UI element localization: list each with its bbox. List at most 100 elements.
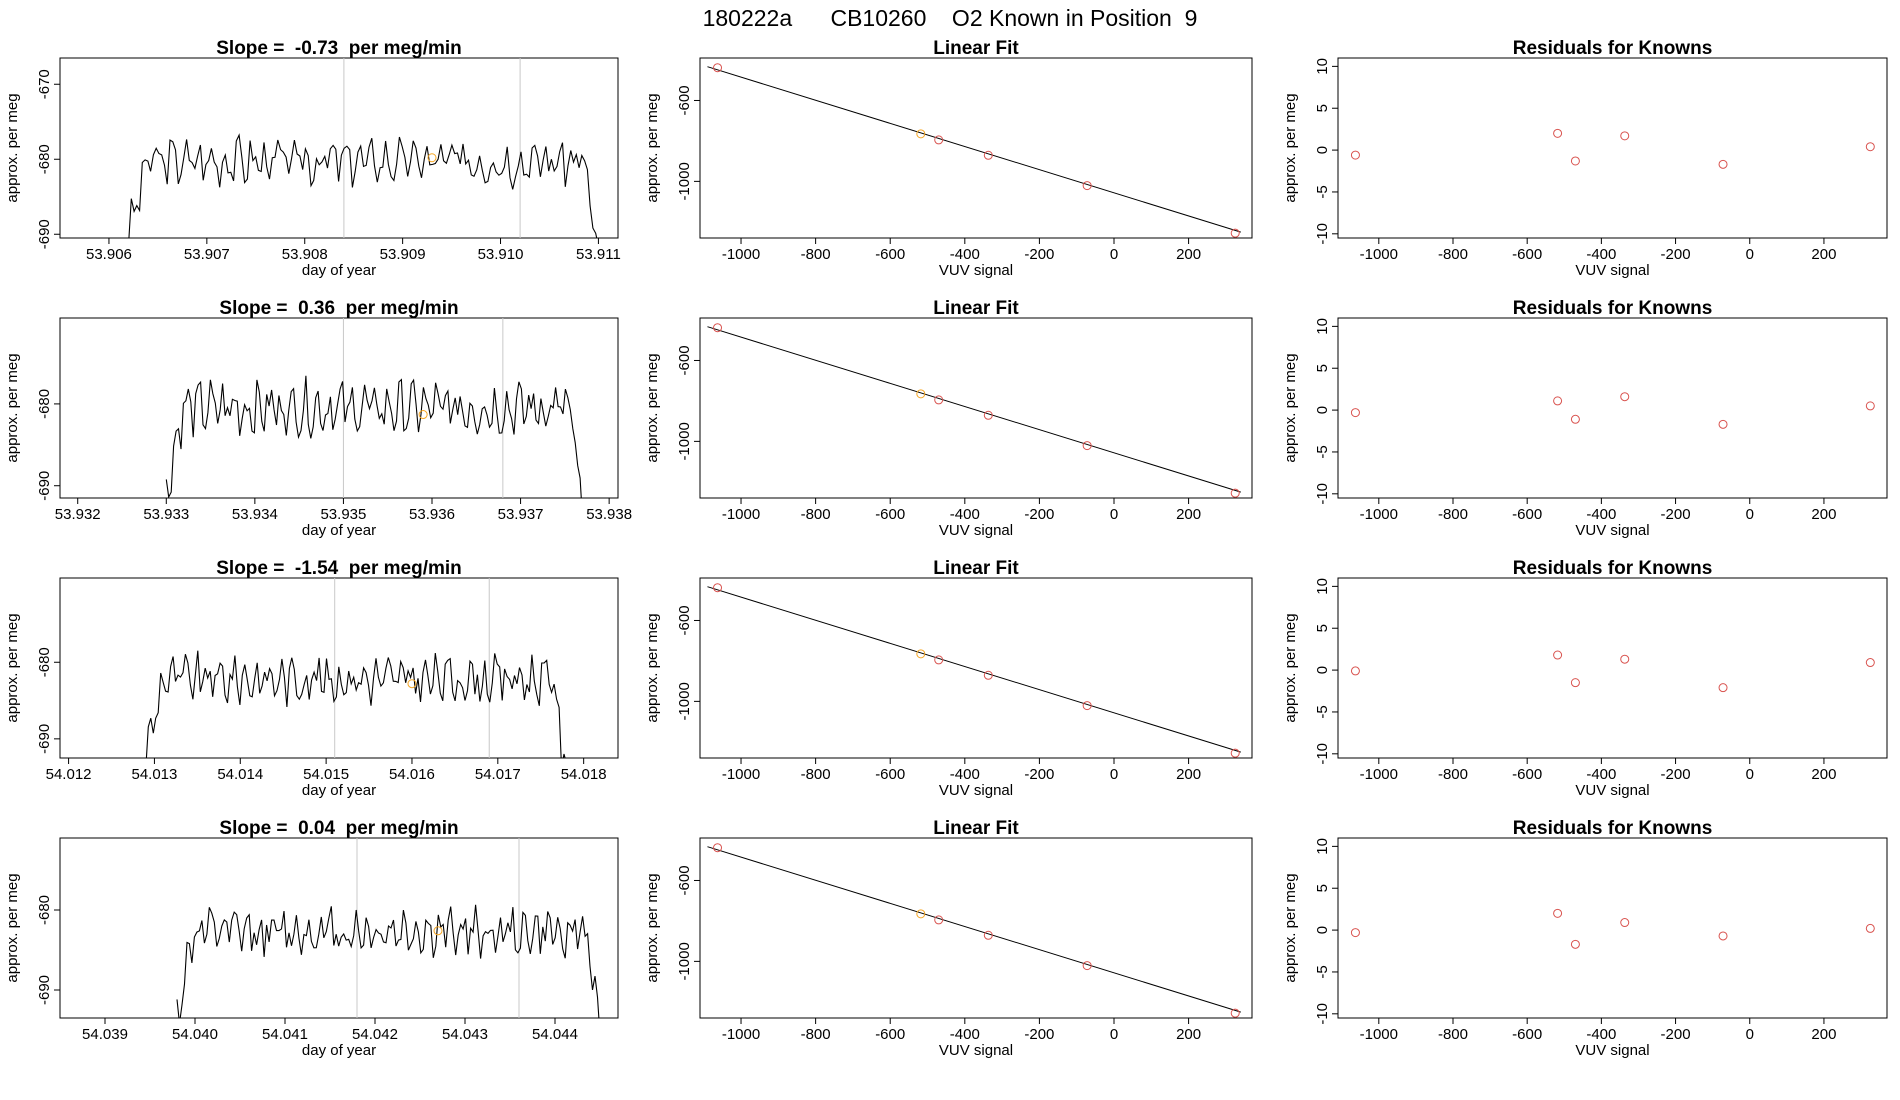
residuals-3-ytick-label: 0	[1314, 666, 1331, 674]
residuals-2-frame	[1337, 317, 1888, 499]
residuals-2-title: Residuals for Knowns	[1513, 298, 1713, 319]
time-series-2-xtick-label: 53.938	[586, 506, 632, 523]
residuals-2-point	[1718, 419, 1728, 429]
linear-fit-1-point	[1082, 181, 1092, 191]
time-series-3-series-line	[145, 650, 566, 758]
linear-fit-1-xtick-label: 200	[1176, 246, 1201, 263]
residuals-3-xtick-label: 0	[1746, 766, 1754, 783]
linear-fit-4-xtick-label: 0	[1110, 1026, 1118, 1043]
linear-fit-2-xlabel: VUV signal	[939, 522, 1013, 539]
linear-fit-3-xtick-label: -600	[875, 766, 905, 783]
linear-fit-3-ytick-label: -1000	[676, 682, 693, 720]
linear-fit-2: Linear Fit -1000 -800 -600 -400 -200 0 200 -600 -…	[644, 298, 1253, 539]
time-series-3: Slope = -1.54 per meg/min 54.012 54.013 54.…	[4, 558, 619, 799]
time-series-2-xtick-label: 53.932	[55, 506, 101, 523]
time-series-2-xtick-label: 53.934	[232, 506, 278, 523]
linear-fit-1-point	[1230, 228, 1240, 238]
time-series-3-ytick-label: -680	[36, 647, 53, 677]
residuals-1-ytick-label: 5	[1314, 104, 1331, 112]
linear-fit-4-frame	[699, 837, 1253, 1019]
residuals-1-ytick-label: 0	[1314, 146, 1331, 154]
linear-fit-2-xtick-label: -800	[801, 506, 831, 523]
time-series-1-xtick-label: 53.908	[282, 246, 328, 263]
time-series-4-xtick-label: 54.044	[532, 1026, 578, 1043]
residuals-3-xtick-label: 200	[1811, 766, 1836, 783]
residuals-1-ylabel: approx. per meg	[1282, 93, 1299, 202]
residuals-4-point	[1553, 908, 1563, 918]
linear-fit-3-point	[983, 670, 993, 680]
linear-fit-3-xtick-label: -800	[801, 766, 831, 783]
linear-fit-3-xlabel: VUV signal	[939, 782, 1013, 799]
time-series-4-xtick-label: 54.040	[172, 1026, 218, 1043]
linear-fit-4-plot-area	[707, 843, 1241, 1018]
residuals-4-ytick-label: -5	[1314, 965, 1331, 978]
residuals-1-point	[1570, 156, 1580, 166]
linear-fit-4-point	[916, 909, 926, 919]
residuals-3-ylabel: approx. per meg	[1282, 613, 1299, 722]
time-series-2-xtick-label: 53.933	[143, 506, 189, 523]
time-series-2: Slope = 0.36 per meg/min 53.932 53.933 53.9…	[4, 298, 632, 539]
residuals-2-xtick-label: -400	[1586, 506, 1616, 523]
time-series-2-frame	[59, 317, 619, 499]
linear-fit-1-frame	[699, 57, 1253, 239]
time-series-2-ytick-label: -680	[36, 389, 53, 419]
main-title: 180222a CB10260 O2 Known in Position 9	[703, 5, 1198, 31]
linear-fit-1-title: Linear Fit	[933, 38, 1019, 59]
residuals-4-frame	[1337, 837, 1888, 1019]
linear-fit-3-xtick-label: -400	[950, 766, 980, 783]
residuals-4-point	[1865, 923, 1875, 933]
time-series-2-marker-point	[418, 410, 428, 420]
residuals-1: Residuals for Knowns-1000 -800 -600 -400 -20…	[1282, 38, 1888, 279]
residuals-1-ytick-label: -5	[1314, 185, 1331, 198]
residuals-1-ytick-label: -10	[1314, 223, 1331, 245]
time-series-4-xtick-label: 54.041	[262, 1026, 308, 1043]
time-series-4-frame	[59, 837, 619, 1019]
residuals-4-xtick-label: -800	[1438, 1026, 1468, 1043]
time-series-1-xtick-label: 53.907	[184, 246, 230, 263]
residuals-4: Residuals for Knowns-1000 -800 -600 -400 -20…	[1282, 818, 1888, 1059]
time-series-4-series-line	[176, 904, 600, 1018]
residuals-1-xtick-label: 200	[1811, 246, 1836, 263]
time-series-1-series-line	[128, 133, 598, 238]
residuals-2-point	[1553, 396, 1563, 406]
linear-fit-3-frame	[699, 577, 1253, 759]
linear-fit-2-ylabel: approx. per meg	[644, 353, 661, 462]
residuals-3-xtick-label: -600	[1512, 766, 1542, 783]
linear-fit-4-point	[1082, 961, 1092, 971]
residuals-3-point	[1718, 683, 1728, 693]
time-series-1-xtick-label: 53.911	[576, 246, 621, 263]
residuals-3: Residuals for Knowns-1000 -800 -600 -400 -20…	[1282, 558, 1888, 799]
linear-fit-2-point	[1230, 488, 1240, 498]
linear-fit-2-frame	[699, 317, 1253, 499]
linear-fit-3-xtick-label: 200	[1176, 766, 1201, 783]
time-series-4-title: Slope = 0.04 per meg/min	[219, 818, 458, 839]
linear-fit-4-ytick-label: -600	[676, 865, 693, 895]
residuals-2-ytick-label: 5	[1314, 364, 1331, 372]
linear-fit-4-ytick-label: -1000	[676, 942, 693, 980]
residuals-3-frame	[1337, 577, 1888, 759]
residuals-2-point	[1570, 414, 1580, 424]
time-series-3-ytick-label: -690	[36, 724, 53, 754]
time-series-4-xtick-label: 54.039	[82, 1026, 128, 1043]
residuals-2-ytick-label: 0	[1314, 406, 1331, 414]
residuals-1-point	[1350, 150, 1360, 160]
linear-fit-1-xtick-label: -1000	[722, 246, 760, 263]
linear-fit-2-point	[713, 323, 723, 333]
linear-fit-4-point	[934, 915, 944, 925]
residuals-1-ytick-label: 10	[1314, 58, 1331, 75]
linear-fit-1-ytick-label: -1000	[676, 162, 693, 200]
linear-fit-4: Linear Fit -1000 -800 -600 -400 -200 0 200 -600 -…	[644, 818, 1253, 1059]
linear-fit-2-plot-area	[707, 323, 1241, 498]
linear-fit-3-ytick-label: -600	[676, 605, 693, 635]
linear-fit-2-xtick-label: -400	[950, 506, 980, 523]
linear-fit-4-xtick-label: 200	[1176, 1026, 1201, 1043]
linear-fit-3: Linear Fit -1000 -800 -600 -400 -200 0 200 -600 -…	[644, 558, 1253, 799]
time-series-4-marker-point	[433, 926, 443, 936]
time-series-2-plot-area	[165, 318, 582, 498]
residuals-1-xtick-label: 0	[1746, 246, 1754, 263]
residuals-4-ytick-label: -10	[1314, 1003, 1331, 1025]
residuals-1-xtick-label: -800	[1438, 246, 1468, 263]
linear-fit-2-ytick-label: -1000	[676, 422, 693, 460]
time-series-1: Slope = -0.73 per meg/min 53.906 53.907 53.…	[4, 38, 621, 279]
